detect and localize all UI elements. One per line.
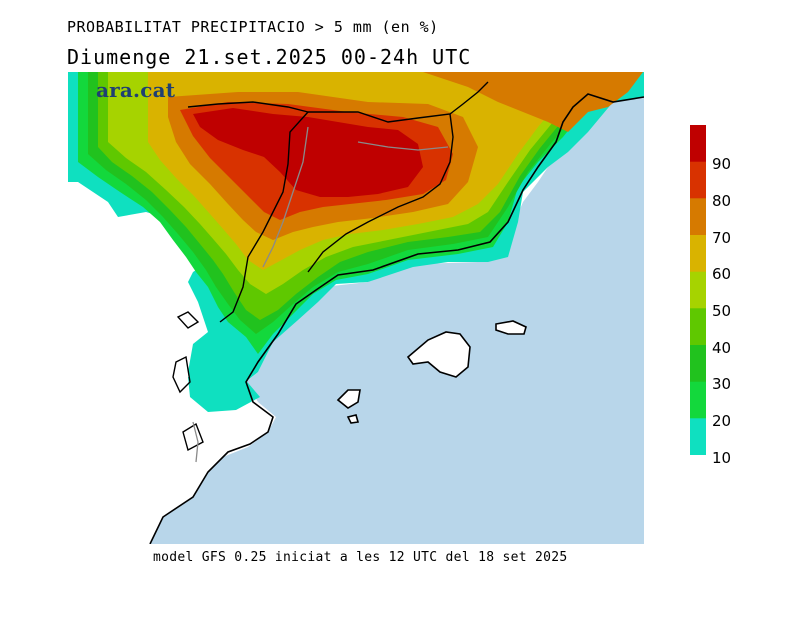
legend-swatch	[690, 418, 706, 455]
border-line	[187, 101, 309, 113]
legend-swatch	[690, 198, 706, 236]
legend-tick-label: 80	[712, 191, 732, 210]
site-logo: ara.cat	[96, 78, 176, 102]
border-line	[219, 111, 309, 323]
legend-tick-label: 30	[712, 375, 732, 394]
island-menorca	[495, 320, 527, 335]
legend-tick-label: 70	[712, 228, 732, 247]
color-legend: 90 80 70 60 50 40 30 20 10	[690, 125, 750, 467]
legend-swatch	[690, 125, 706, 163]
legend-tick-label: 10	[712, 448, 732, 467]
island-formentera	[346, 414, 360, 424]
map-title: PROBABILITAT PRECIPITACIO > 5 mm (en %)	[67, 18, 439, 36]
map-subtitle: Diumenge 21.set.2025 00-24h UTC	[67, 45, 472, 69]
legend-tick-label: 40	[712, 338, 732, 357]
legend-tick-label: 60	[712, 265, 732, 284]
legend-tick-label: 50	[712, 301, 732, 320]
precipitation-map	[68, 72, 644, 544]
river-line	[192, 421, 199, 463]
river-line	[357, 141, 449, 151]
prob-band-10-patch	[188, 377, 260, 412]
legend-swatch	[690, 381, 706, 419]
legend-swatch	[690, 235, 706, 273]
border-line	[307, 113, 454, 273]
river-line	[262, 126, 309, 268]
model-footer: model GFS 0.25 iniciat a les 12 UTC del …	[153, 550, 568, 565]
legend-tick-label: 90	[712, 155, 732, 174]
prob-band-90	[193, 108, 423, 197]
legend-tick-label: 20	[712, 411, 732, 430]
legend-swatch	[690, 271, 706, 309]
legend-swatch	[690, 345, 706, 383]
coastline-detail	[172, 311, 204, 452]
island-eivissa	[336, 389, 361, 409]
island-mallorca	[406, 331, 471, 378]
legend-swatch	[690, 308, 706, 346]
legend-swatch	[690, 161, 706, 199]
coastline	[149, 93, 644, 544]
border-line	[308, 81, 489, 123]
legend-bar	[690, 125, 706, 455]
prob-band-70-patch	[423, 72, 643, 132]
